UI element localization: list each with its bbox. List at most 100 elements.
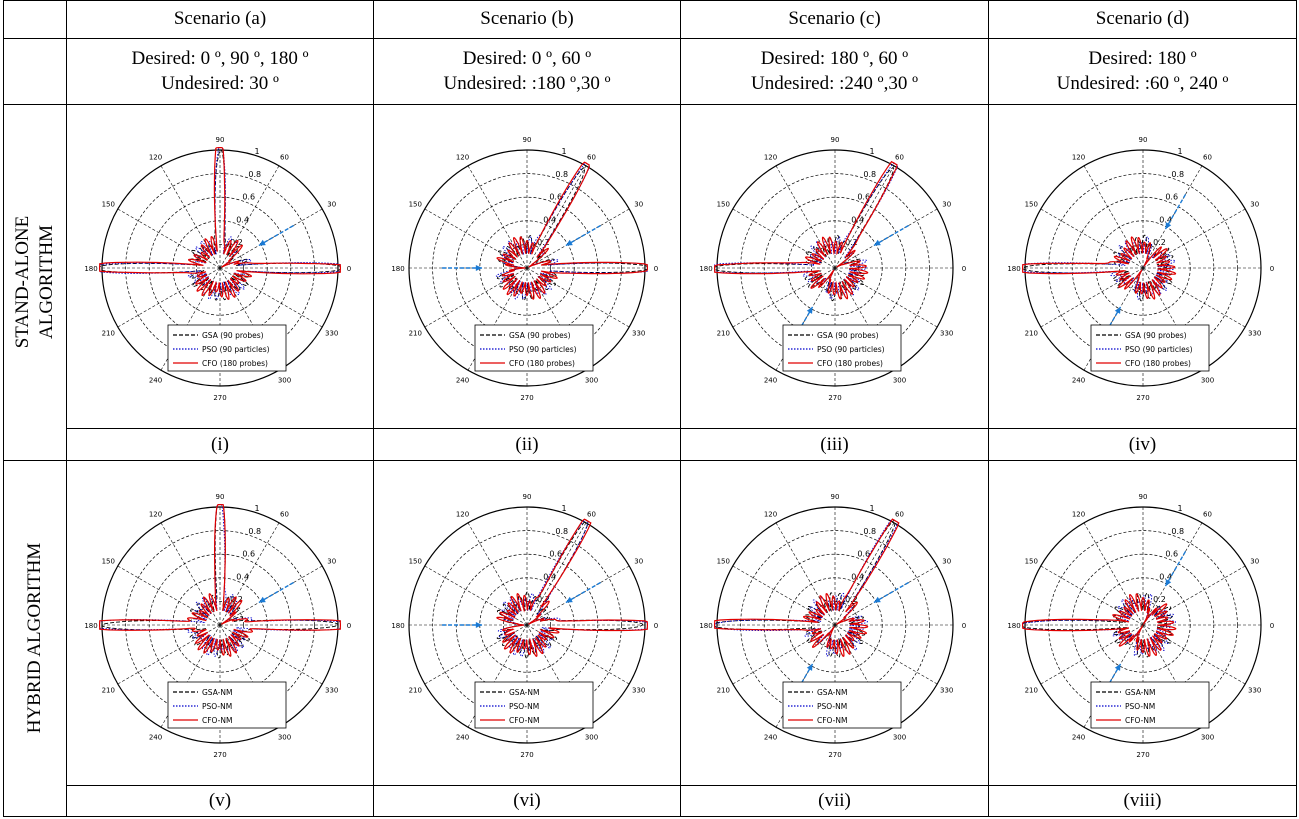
undesired-text: Undesired: :180 º,30 º	[443, 73, 611, 95]
angle-tick-label: 210	[1024, 330, 1037, 338]
grid-spoke	[732, 209, 835, 269]
plot-cell: 0 30 60 90 120 150 180 210 240 270 300 330 0.2 0.4 0.6…	[66, 459, 374, 786]
plot-cell: 0 30 60 90 120 150 180 210 240 270 300 330 0.2 0.4 0.6…	[988, 103, 1297, 430]
angle-tick-label: 120	[149, 510, 162, 518]
pattern-series-cfo	[1021, 592, 1177, 657]
caption-viii: (viii)	[988, 784, 1297, 817]
pattern-series-cfo	[496, 518, 648, 657]
angle-tick-label: 270	[520, 751, 533, 759]
grid-spoke	[1142, 624, 1245, 684]
desired-text: Desired: 180 º, 60 º	[760, 48, 909, 70]
null-arrow-head	[1164, 222, 1171, 230]
angle-tick-label: 0	[961, 622, 965, 630]
radial-tick-label: 1	[1177, 147, 1182, 156]
angle-tick-label: 330	[1248, 686, 1261, 694]
legend-label: CFO-NM	[509, 716, 539, 725]
hybrid-row-label: HYBRID ALGORITHM	[3, 459, 67, 818]
angle-tick-label: 60	[1203, 154, 1212, 162]
legend-label: PSO-NM	[817, 702, 847, 711]
caption-v: (v)	[66, 784, 374, 817]
radial-tick-label: 1	[255, 504, 260, 513]
corner-cell	[3, 37, 67, 105]
pattern-series-cfo	[713, 518, 900, 657]
angle-tick-label: 120	[149, 154, 162, 162]
angle-tick-label: 300	[1200, 377, 1213, 385]
legend-label: GSA (90 probes)	[1125, 331, 1187, 340]
angle-tick-label: 270	[828, 751, 841, 759]
null-arrow-head	[565, 240, 573, 246]
angle-tick-label: 60	[895, 154, 904, 162]
grid-spoke	[160, 522, 221, 625]
polar-plot-vii: 03060901201501802102402703003300.20.40.6…	[699, 493, 966, 759]
standalone-caption-row: (i) (ii) (iii) (iv)	[4, 428, 1297, 461]
angle-tick-label: 210	[716, 686, 729, 694]
angle-tick-label: 90	[216, 493, 225, 501]
corner-cell	[3, 0, 67, 39]
angle-tick-label: 300	[278, 377, 291, 385]
angle-tick-label: 30	[1250, 557, 1259, 565]
angle-tick-label: 60	[280, 154, 289, 162]
angle-tick-label: 90	[830, 493, 839, 501]
grid-spoke	[526, 522, 587, 625]
grid-spoke	[1040, 624, 1143, 684]
angle-tick-label: 270	[1136, 751, 1149, 759]
null-arrow	[565, 225, 601, 247]
angle-tick-label: 0	[347, 265, 351, 273]
grid-spoke	[526, 268, 630, 328]
angle-tick-label: 150	[409, 557, 422, 565]
plot-cell: 0 30 60 90 120 150 180 210 240 270 300 330 0.2 0.4 0.6…	[66, 103, 374, 430]
angle-tick-label: 270	[213, 751, 226, 759]
angle-tick-label: 240	[149, 733, 162, 741]
hybrid-plot-row: HYBRID ALGORITHM 0 30 60 90 120 150 180 210 240 2…	[3, 459, 1297, 818]
null-arrow-head	[873, 596, 881, 603]
radial-tick-label: 0.2	[1153, 239, 1166, 248]
grid-circle	[1047, 529, 1238, 720]
radial-tick-label: 0.6	[1165, 549, 1178, 558]
angle-tick-label: 180	[1007, 622, 1020, 630]
null-arrow	[258, 225, 294, 247]
grid-circle	[1047, 173, 1238, 364]
angle-tick-label: 90	[1138, 136, 1147, 144]
null-arrow-head	[258, 240, 266, 246]
angle-tick-label: 150	[1024, 557, 1037, 565]
angle-tick-label: 90	[523, 136, 532, 144]
pattern-series-gsa	[713, 167, 894, 302]
caption-iii: (iii)	[680, 428, 989, 461]
legend-label: GSA (90 probes)	[202, 331, 264, 340]
polar-plot-viii: 0 30 60 90 120 150 180 210 240 270 300 330 0.2 0.4 0.6…	[1007, 493, 1274, 759]
legend-label: CFO-NM	[202, 716, 232, 725]
angle-tick-label: 300	[892, 377, 905, 385]
plot-cell: 0 30 60 90 120 150 180 210 240 270 300 330 0.2 0.4 0.6…	[373, 103, 681, 430]
angle-tick-label: 120	[456, 154, 469, 162]
null-arrow-head	[475, 621, 483, 628]
null-arrow-head	[806, 663, 813, 671]
null-arrow-head	[258, 596, 266, 603]
scenario-c-description: Desired: 180 º, 60 º Undesired: :240 º,3…	[680, 37, 989, 105]
caption-ii: (ii)	[373, 428, 681, 461]
scenario-b-title: Scenario (b)	[373, 0, 681, 39]
angle-tick-label: 120	[763, 154, 776, 162]
legend-label: CFO (180 probes)	[202, 359, 268, 368]
legend-label: CFO (180 probes)	[817, 359, 883, 368]
grid-circle	[196, 600, 244, 649]
angle-tick-label: 90	[830, 136, 839, 144]
angle-tick-label: 150	[716, 557, 729, 565]
angle-tick-label: 240	[1071, 377, 1084, 385]
hybrid-caption-row: (v) (vi) (vii) (viii)	[4, 784, 1297, 817]
pattern-series-cfo	[713, 161, 898, 300]
caption-vii: (vii)	[680, 784, 989, 817]
radial-tick-label: 0.8	[1171, 170, 1184, 179]
angle-tick-label: 30	[327, 201, 336, 209]
legend-label: PSO-NM	[1125, 702, 1155, 711]
radial-tick-label: 0.8	[555, 170, 568, 179]
legend-label: GSA (90 probes)	[817, 331, 879, 340]
radial-tick-label: 0.4	[1159, 572, 1172, 581]
legend-box	[1090, 681, 1209, 729]
caption-vi: (vi)	[373, 784, 681, 817]
legend-label: PSO (90 particles)	[817, 345, 885, 354]
grid-circle	[125, 173, 315, 364]
angle-tick-label: 180	[391, 622, 404, 630]
legend-label: GSA (90 probes)	[509, 331, 571, 340]
legend-label: CFO (180 probes)	[1125, 359, 1191, 368]
angle-tick-label: 330	[632, 330, 645, 338]
